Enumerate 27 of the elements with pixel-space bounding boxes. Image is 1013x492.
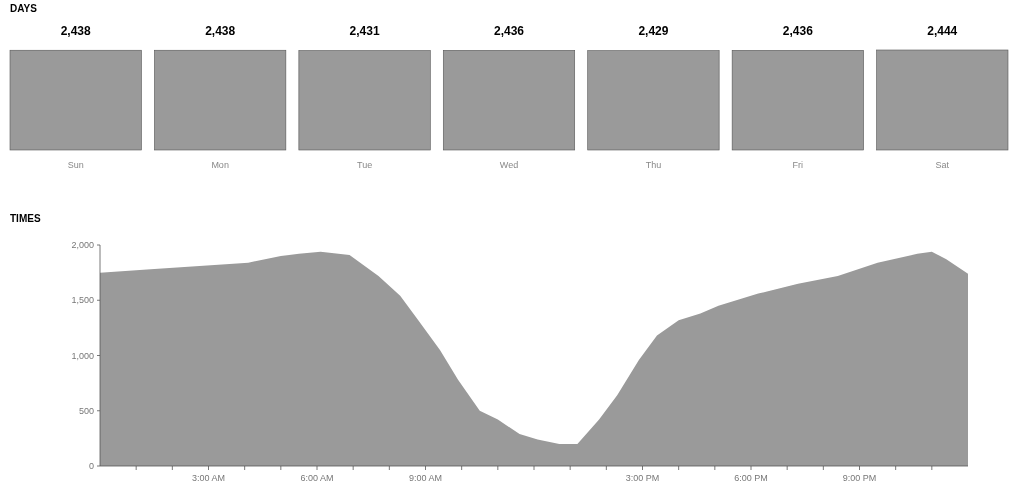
data-label: 2,431 bbox=[349, 24, 380, 38]
data-label: 2,429 bbox=[638, 24, 669, 38]
chart-title: TIMES bbox=[10, 213, 41, 224]
x-tick-label: 6:00 AM bbox=[300, 473, 334, 483]
x-tick-label: Thu bbox=[645, 160, 662, 170]
y-tick-label: 1,500 bbox=[71, 295, 94, 306]
x-tick-label: Tue bbox=[356, 160, 373, 170]
y-tick-label: 2,000 bbox=[71, 240, 94, 250]
y-tick-label: 500 bbox=[78, 405, 94, 416]
data-label: 2,438 bbox=[60, 24, 92, 38]
chart-title: DAYS bbox=[10, 3, 38, 14]
x-tick-label: Mon bbox=[211, 160, 229, 170]
x-tick-label: 9:00 PM bbox=[842, 473, 877, 483]
data-label: 2,444 bbox=[927, 24, 958, 38]
x-tick-label: Wed bbox=[499, 160, 519, 170]
x-tick-label: 3:00 AM bbox=[191, 473, 226, 483]
data-label: 2,436 bbox=[493, 24, 525, 38]
x-tick-label: Fri bbox=[792, 160, 804, 170]
x-tick-label: Sun bbox=[67, 160, 84, 170]
data-label: 2,438 bbox=[205, 24, 236, 38]
x-tick-label: 3:00 PM bbox=[625, 473, 660, 483]
x-tick-label: 6:00 PM bbox=[734, 473, 768, 483]
y-tick-label: 0 bbox=[88, 461, 94, 471]
data-label: 2,436 bbox=[782, 24, 814, 38]
y-tick-label: 1,000 bbox=[71, 350, 94, 361]
x-tick-label: Sat bbox=[935, 160, 950, 170]
x-tick-label: 9:00 AM bbox=[408, 473, 443, 483]
